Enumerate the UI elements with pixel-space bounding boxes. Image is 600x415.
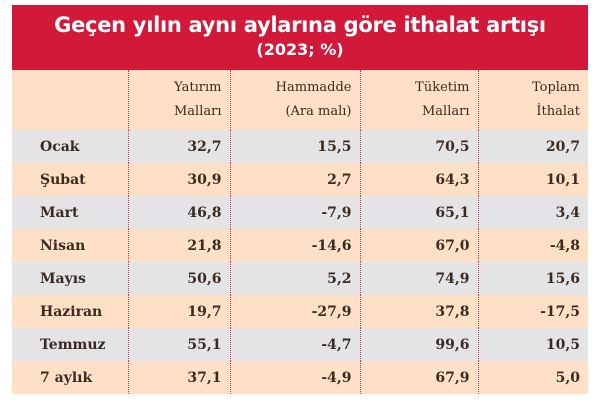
cell-value: 67,9 [359,361,478,394]
table-row: Mayıs 50,6 5,2 74,9 15,6 [12,262,588,295]
table-row-total: 7 aylık 37,1 -4,9 67,9 5,0 [12,361,588,394]
header-line2: Malları [422,104,470,119]
header-line1: Hammadde [275,80,352,95]
cell-value: 10,1 [477,163,588,196]
header-line2: Malları [174,104,222,119]
cell-value: 21,8 [127,229,230,262]
header-line2: (Ara malı) [285,104,352,119]
header-hammadde: Hammadde (Ara malı) [229,70,360,130]
cell-value: -14,6 [229,229,360,262]
header-yatirim: Yatırım Malları [127,70,230,130]
cell-value: 65,1 [359,196,478,229]
table-row: Şubat 30,9 2,7 64,3 10,1 [12,163,588,196]
table-row: Nisan 21,8 -14,6 67,0 -4,8 [12,229,588,262]
cell-value: 5,2 [229,262,360,295]
header-line1: Toplam [531,80,580,95]
cell-value: -4,9 [229,361,360,394]
cell-value: 5,0 [477,361,588,394]
cell-value: 37,1 [127,361,230,394]
title-band: Geçen yılın aynı aylarına göre ithalat a… [12,5,588,70]
month-label: Temmuz [12,328,128,361]
cell-value: 30,9 [127,163,230,196]
header-line2: İthalat [536,104,580,119]
month-label: 7 aylık [12,361,128,394]
month-label: Mart [12,196,128,229]
table-row: Haziran 19,7 -27,9 37,8 -17,5 [12,295,588,328]
table-row: Temmuz 55,1 -4,7 99,6 10,5 [12,328,588,361]
cell-value: 32,7 [127,130,230,163]
month-label: Haziran [12,295,128,328]
table-row: Ocak 32,7 15,5 70,5 20,7 [12,130,588,163]
table-title: Geçen yılın aynı aylarına göre ithalat a… [54,13,546,37]
cell-value: 55,1 [127,328,230,361]
month-label: Mayıs [12,262,128,295]
cell-value: 3,4 [477,196,588,229]
cell-value: -27,9 [229,295,360,328]
header-row: Yatırım Malları Hammadde (Ara malı) Tüketi… [12,70,588,130]
cell-value: 19,7 [127,295,230,328]
cell-value: 15,5 [229,130,360,163]
cell-value: 50,6 [127,262,230,295]
cell-value: 67,0 [359,229,478,262]
month-label: Nisan [12,229,128,262]
cell-value: 10,5 [477,328,588,361]
cell-value: -4,7 [229,328,360,361]
cell-value: -4,8 [477,229,588,262]
header-empty [12,70,128,130]
cell-value: -7,9 [229,196,360,229]
table-subtitle: (2023; %) [256,40,344,59]
header-tuketim: Tüketim Malları [359,70,478,130]
cell-value: 37,8 [359,295,478,328]
header-line1: Yatırım [174,80,222,95]
cell-value: 70,5 [359,130,478,163]
import-growth-table-card: Geçen yılın aynı aylarına göre ithalat a… [12,5,588,394]
header-toplam: Toplam İthalat [477,70,588,130]
import-growth-table: Yatırım Malları Hammadde (Ara malı) Tüketi… [12,70,588,394]
cell-value: 64,3 [359,163,478,196]
cell-value: 2,7 [229,163,360,196]
cell-value: 20,7 [477,130,588,163]
month-label: Ocak [12,130,128,163]
cell-value: 74,9 [359,262,478,295]
cell-value: 99,6 [359,328,478,361]
cell-value: 46,8 [127,196,230,229]
table-row: Mart 46,8 -7,9 65,1 3,4 [12,196,588,229]
month-label: Şubat [12,163,128,196]
header-line1: Tüketim [415,80,470,95]
cell-value: -17,5 [477,295,588,328]
cell-value: 15,6 [477,262,588,295]
